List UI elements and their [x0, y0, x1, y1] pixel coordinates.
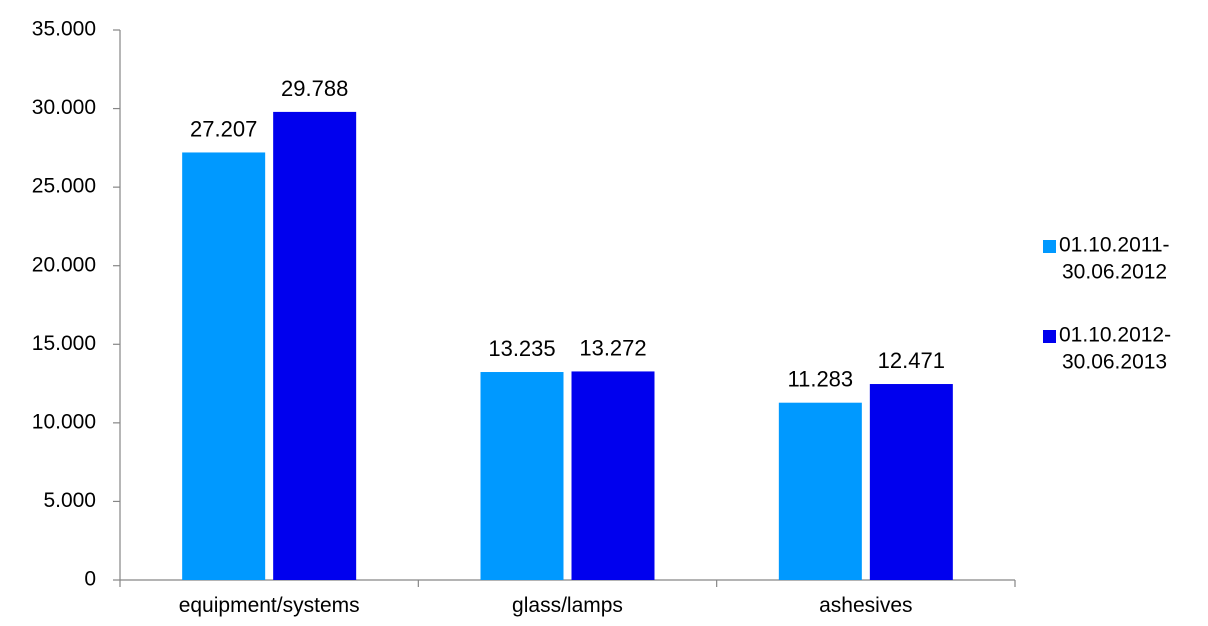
y-tick-label: 35.000	[32, 18, 96, 41]
data-label: 27.207	[190, 116, 257, 141]
legend: 01.10.2011- 30.06.2012 01.10.2012- 30.06.20…	[1043, 234, 1171, 374]
bar	[273, 111, 357, 580]
y-tick-label: 25.000	[32, 175, 96, 198]
y-tick-label: 5.000	[43, 489, 96, 512]
x-category-label: equipment/systems	[179, 594, 360, 617]
bar	[182, 152, 266, 580]
data-label: 13.235	[488, 336, 555, 361]
y-tick-label: 10.000	[32, 410, 96, 433]
data-label: 11.283	[788, 367, 854, 392]
data-label: 29.788	[281, 76, 348, 101]
bar	[480, 372, 564, 580]
bar	[778, 402, 862, 580]
legend-label: 30.06.2013	[1062, 351, 1167, 374]
bar	[869, 384, 953, 580]
legend-label: 01.10.2012-	[1059, 324, 1171, 347]
legend-swatch	[1043, 240, 1056, 253]
x-category-label: ashesives	[819, 594, 912, 617]
y-tick-label: 20.000	[32, 253, 96, 276]
bars	[182, 111, 953, 580]
bar	[571, 371, 655, 580]
x-category-label: glass/lamps	[512, 594, 623, 617]
y-tick-label: 30.000	[32, 96, 96, 119]
data-label: 12.471	[878, 348, 945, 373]
data-label: 13.272	[579, 335, 646, 360]
legend-label: 01.10.2011-	[1059, 234, 1170, 257]
axes: 0 5.000 10.000 15.000 20.000 25.000 30.000 35.0…	[32, 18, 1016, 617]
legend-swatch	[1043, 330, 1056, 343]
data-labels: 27.207 29.788 13.235 13.272 11.283 12.471	[190, 76, 945, 392]
y-tick-label: 0	[84, 568, 96, 591]
y-tick-label: 15.000	[32, 332, 96, 355]
legend-label: 30.06.2012	[1062, 261, 1167, 284]
